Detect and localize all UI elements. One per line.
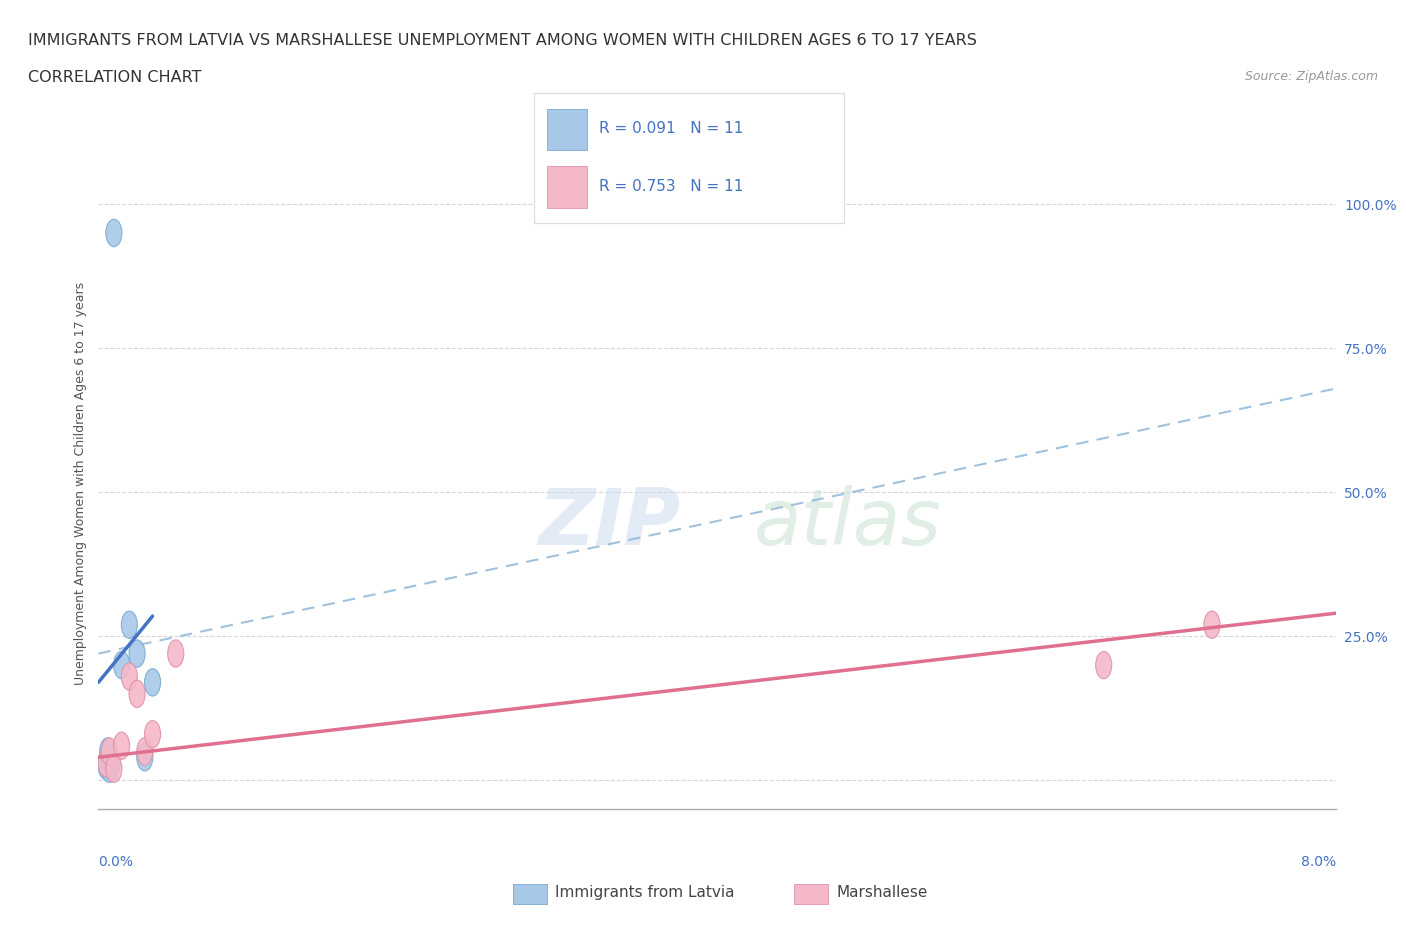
Ellipse shape (114, 732, 129, 760)
Ellipse shape (1204, 611, 1220, 638)
Y-axis label: Unemployment Among Women with Children Ages 6 to 17 years: Unemployment Among Women with Children A… (75, 282, 87, 685)
Ellipse shape (103, 744, 120, 771)
Bar (547, 109, 586, 151)
Ellipse shape (121, 663, 138, 690)
Text: 8.0%: 8.0% (1301, 855, 1336, 869)
Text: R = 0.091   N = 11: R = 0.091 N = 11 (599, 121, 744, 137)
Ellipse shape (121, 611, 138, 638)
Ellipse shape (98, 750, 114, 777)
Ellipse shape (145, 721, 160, 748)
Ellipse shape (104, 750, 121, 777)
Text: R = 0.753   N = 11: R = 0.753 N = 11 (599, 179, 744, 193)
Ellipse shape (167, 640, 184, 667)
Ellipse shape (129, 640, 145, 667)
Ellipse shape (114, 651, 129, 679)
Ellipse shape (105, 219, 122, 246)
Text: Source: ZipAtlas.com: Source: ZipAtlas.com (1244, 70, 1378, 83)
Text: atlas: atlas (754, 485, 942, 561)
Text: ZIP: ZIP (537, 485, 681, 561)
Text: CORRELATION CHART: CORRELATION CHART (28, 70, 201, 85)
Ellipse shape (136, 737, 153, 765)
Text: Immigrants from Latvia: Immigrants from Latvia (555, 885, 735, 900)
Ellipse shape (145, 669, 160, 696)
Ellipse shape (98, 752, 114, 779)
Ellipse shape (136, 744, 153, 771)
Ellipse shape (1095, 651, 1112, 679)
Text: IMMIGRANTS FROM LATVIA VS MARSHALLESE UNEMPLOYMENT AMONG WOMEN WITH CHILDREN AGE: IMMIGRANTS FROM LATVIA VS MARSHALLESE UN… (28, 33, 977, 47)
Ellipse shape (100, 737, 115, 765)
Ellipse shape (101, 737, 117, 765)
Text: 0.0%: 0.0% (98, 855, 134, 869)
Ellipse shape (129, 680, 145, 708)
Ellipse shape (101, 755, 117, 782)
Text: Marshallese: Marshallese (837, 885, 928, 900)
Ellipse shape (105, 755, 122, 782)
Bar (547, 166, 586, 207)
